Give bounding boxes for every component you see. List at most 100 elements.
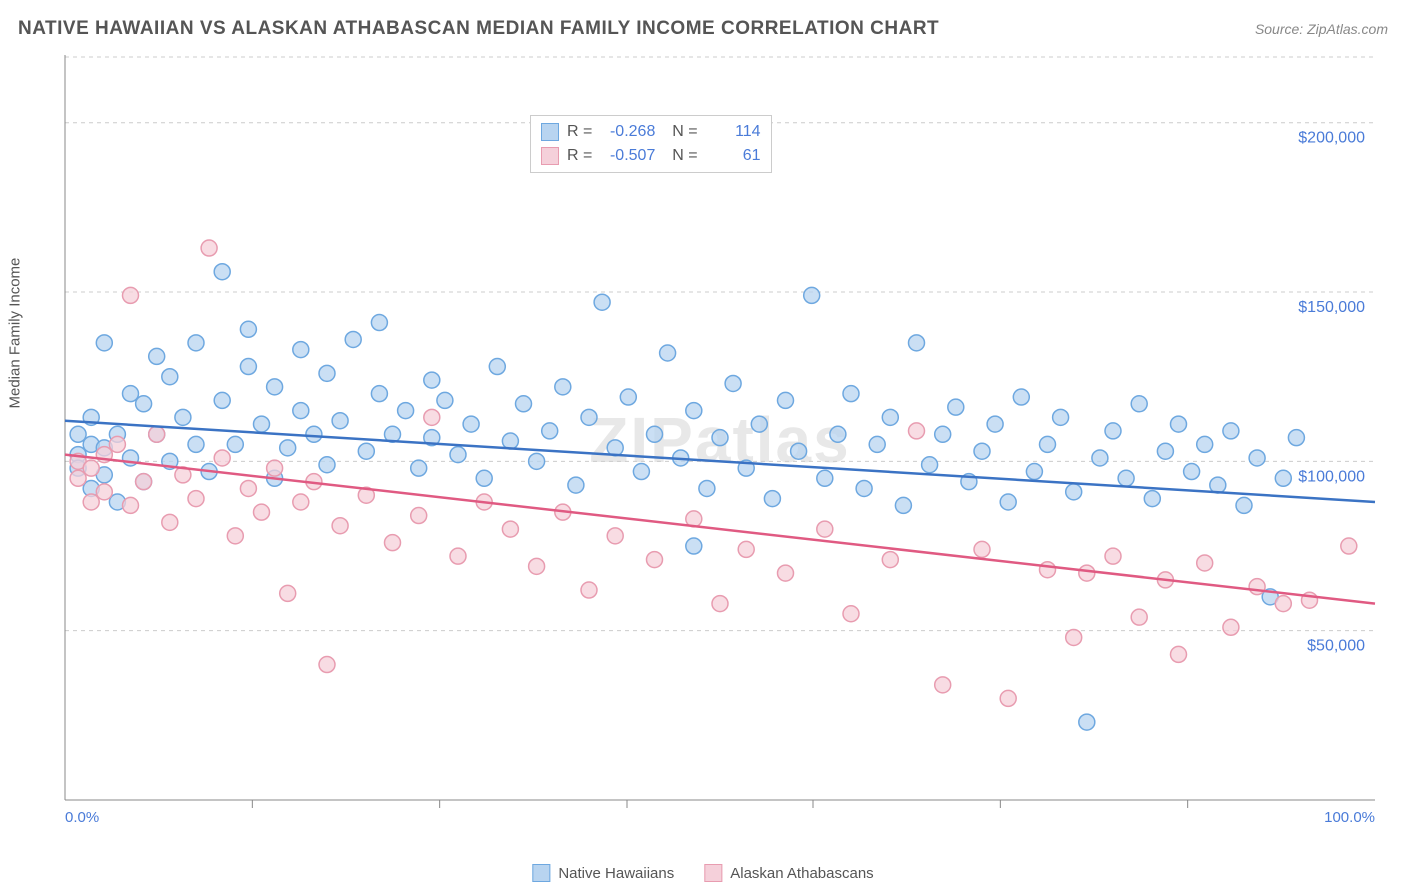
data-point — [542, 423, 558, 439]
data-point — [267, 460, 283, 476]
data-point — [1341, 538, 1357, 554]
data-point — [948, 399, 964, 415]
data-point — [1275, 596, 1291, 612]
n-label: N = — [663, 120, 697, 144]
data-point — [1000, 690, 1016, 706]
data-point — [712, 596, 728, 612]
data-point — [516, 396, 532, 412]
data-point — [1197, 436, 1213, 452]
data-point — [240, 359, 256, 375]
data-point — [581, 582, 597, 598]
data-point — [817, 521, 833, 537]
stats-row-2: R = -0.507 N = 61 — [541, 144, 761, 168]
stats-row-1: R = -0.268 N = 114 — [541, 120, 761, 144]
data-point — [136, 474, 152, 490]
r-label: R = — [567, 120, 592, 144]
data-point — [1079, 714, 1095, 730]
data-point — [371, 386, 387, 402]
data-point — [162, 369, 178, 385]
data-point — [1092, 450, 1108, 466]
data-point — [974, 443, 990, 459]
data-point — [647, 426, 663, 442]
data-point — [293, 342, 309, 358]
data-point — [882, 409, 898, 425]
data-point — [856, 480, 872, 496]
data-point — [96, 335, 112, 351]
data-point — [607, 528, 623, 544]
data-point — [175, 409, 191, 425]
data-point — [463, 416, 479, 432]
data-point — [371, 315, 387, 331]
data-point — [162, 514, 178, 530]
data-point — [254, 504, 270, 520]
legend-label-2: Alaskan Athabascans — [730, 865, 873, 882]
data-point — [70, 470, 86, 486]
data-point — [332, 518, 348, 534]
data-point — [345, 331, 361, 347]
data-point — [319, 457, 335, 473]
data-point — [411, 460, 427, 476]
data-point — [188, 491, 204, 507]
data-point — [411, 508, 427, 524]
data-point — [843, 606, 859, 622]
data-point — [1066, 629, 1082, 645]
data-point — [83, 460, 99, 476]
data-point — [306, 426, 322, 442]
data-point — [489, 359, 505, 375]
data-point — [227, 436, 243, 452]
r-value-2: -0.507 — [600, 144, 655, 168]
data-point — [804, 287, 820, 303]
n-value-2: 61 — [706, 144, 761, 168]
data-point — [502, 521, 518, 537]
data-point — [476, 470, 492, 486]
data-point — [450, 447, 466, 463]
data-point — [647, 552, 663, 568]
legend-item-2: Alaskan Athabascans — [704, 864, 873, 882]
data-point — [778, 565, 794, 581]
data-point — [764, 491, 780, 507]
data-point — [149, 348, 165, 364]
data-point — [1184, 464, 1200, 480]
data-point — [240, 480, 256, 496]
data-point — [398, 403, 414, 419]
data-point — [240, 321, 256, 337]
data-point — [1131, 396, 1147, 412]
data-point — [1026, 464, 1042, 480]
data-point — [974, 541, 990, 557]
data-point — [1040, 562, 1056, 578]
data-point — [987, 416, 1003, 432]
data-point — [529, 558, 545, 574]
data-point — [935, 677, 951, 693]
data-point — [581, 409, 597, 425]
data-point — [895, 497, 911, 513]
data-point — [267, 379, 283, 395]
data-point — [1171, 416, 1187, 432]
data-point — [791, 443, 807, 459]
data-point — [568, 477, 584, 493]
data-point — [699, 480, 715, 496]
data-point — [1131, 609, 1147, 625]
data-point — [1249, 450, 1265, 466]
data-point — [424, 409, 440, 425]
data-point — [1066, 484, 1082, 500]
chart-area: ZIPatlas $50,000$100,000$150,000$200,000… — [55, 55, 1385, 825]
data-point — [1013, 389, 1029, 405]
data-point — [227, 528, 243, 544]
y-tick-label: $200,000 — [1298, 130, 1365, 147]
y-axis-label: Median Family Income — [7, 258, 24, 409]
data-point — [909, 335, 925, 351]
legend-swatch-2 — [704, 864, 722, 882]
data-point — [70, 426, 86, 442]
data-point — [96, 484, 112, 500]
data-point — [214, 392, 230, 408]
data-point — [529, 453, 545, 469]
data-point — [188, 335, 204, 351]
data-point — [686, 538, 702, 554]
data-point — [123, 386, 139, 402]
data-point — [1118, 470, 1134, 486]
data-point — [712, 430, 728, 446]
data-point — [1236, 497, 1252, 513]
data-point — [620, 389, 636, 405]
data-point — [738, 541, 754, 557]
data-point — [1275, 470, 1291, 486]
